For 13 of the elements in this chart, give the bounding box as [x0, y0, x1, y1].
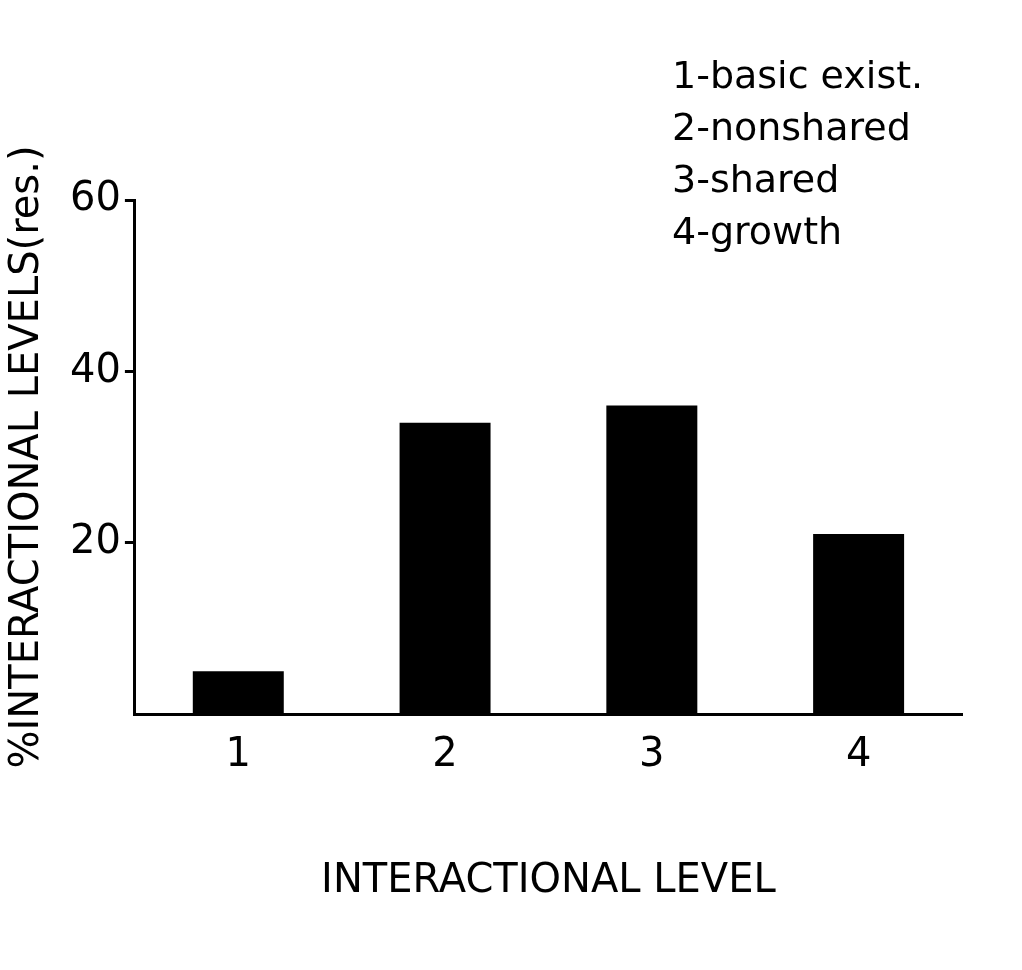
text: 1-basic exist.	[672, 53, 924, 97]
x-tick-label: 2	[432, 729, 458, 776]
x-axis-title: INTERACTIONAL LEVEL	[321, 855, 777, 902]
y-tick-label: 60	[69, 173, 121, 220]
y-tick-label: 40	[69, 344, 121, 391]
y-tick-label: 20	[69, 516, 121, 563]
text: 2-nonshared	[672, 105, 911, 149]
x-tick-label: 3	[639, 729, 665, 776]
x-tick-label: 1	[225, 729, 252, 776]
annotation: 4-growth	[672, 209, 843, 253]
x-tick-label: 4	[845, 729, 872, 776]
y-axis-title: %INTERACTIONAL LEVELS(res.)	[1, 145, 48, 769]
annotation: 3-shared	[672, 157, 840, 201]
